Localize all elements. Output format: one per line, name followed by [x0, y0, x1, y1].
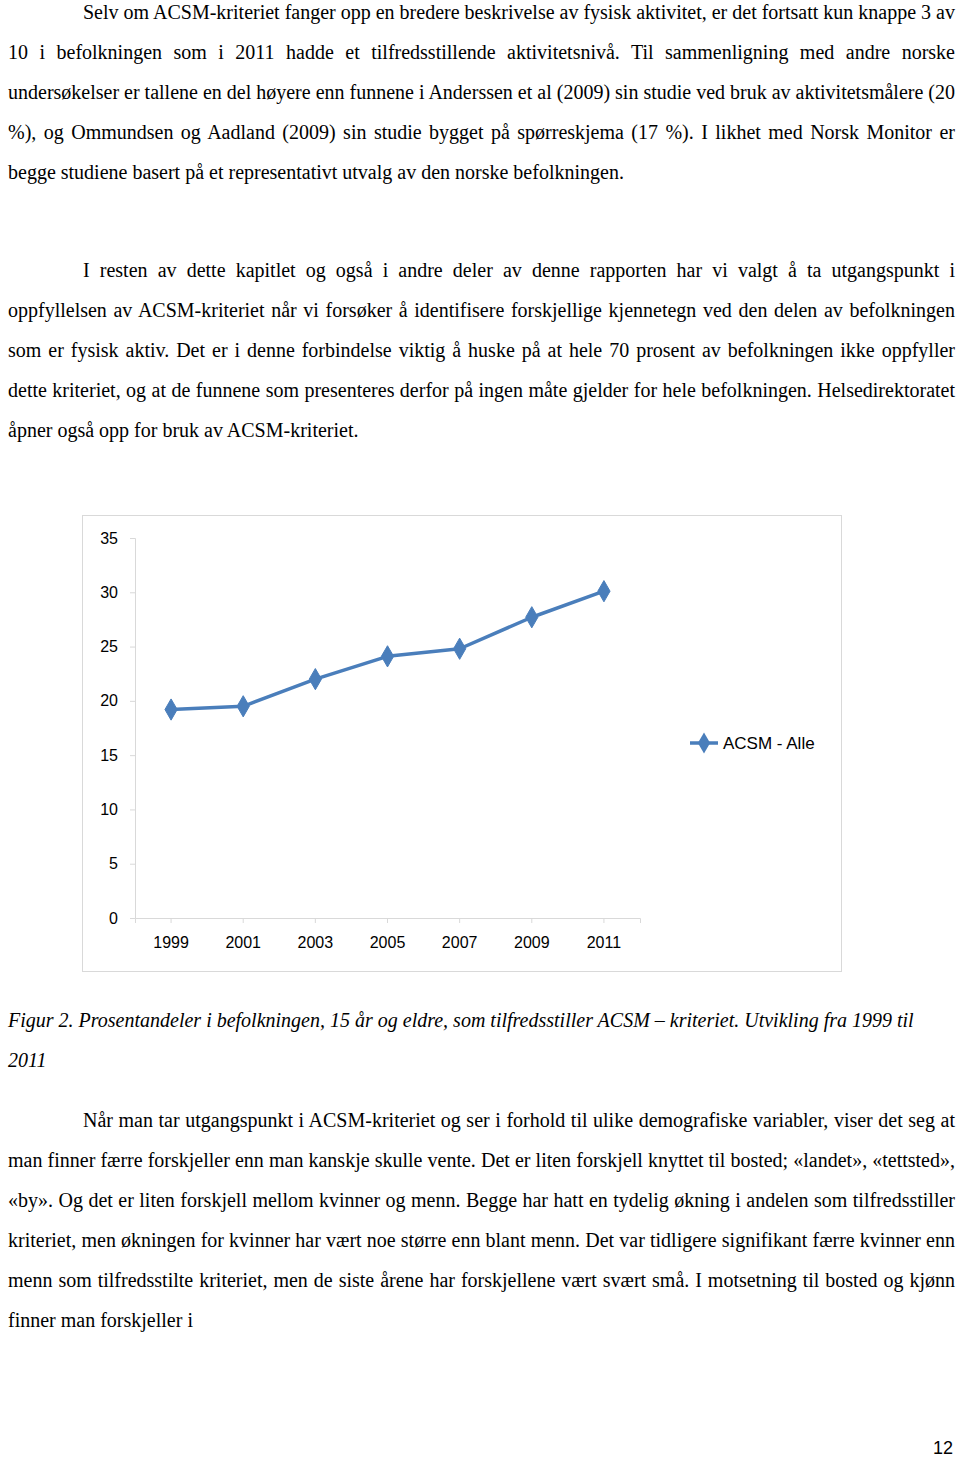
x-tick-mark: [315, 918, 316, 923]
y-tick-mark: [130, 701, 135, 702]
plot-area: [165, 581, 610, 721]
x-tick: 2009: [514, 918, 550, 951]
legend-item: ACSM - Alle: [690, 732, 815, 753]
y-tick-mark: [130, 647, 135, 648]
data-point: [526, 607, 538, 628]
y-tick-label: 20: [100, 692, 118, 709]
page-number: 12: [933, 1438, 953, 1459]
data-point: [454, 638, 466, 659]
y-tick: 20: [100, 692, 135, 709]
y-tick-mark: [130, 918, 135, 919]
x-tick-mark: [603, 918, 604, 923]
y-tick-label: 15: [100, 747, 118, 764]
x-tick-label: 2007: [442, 934, 478, 951]
x-tick: 2005: [370, 918, 406, 951]
x-tick-label: 2005: [370, 934, 406, 951]
x-tick-mark: [387, 918, 388, 923]
y-tick: 0: [109, 910, 135, 927]
y-tick: 5: [109, 855, 135, 872]
data-point: [237, 696, 249, 717]
chart: 0 5 10 15 20 25 30 35 1999 2001 2003 2005 2007 2009 20…: [82, 515, 842, 972]
y-tick-label: 5: [109, 855, 118, 872]
y-tick-mark: [130, 538, 135, 539]
y-axis-line: [130, 539, 136, 919]
x-axis: 1999 2001 2003 2005 2007 2009 2011: [136, 918, 641, 951]
y-tick-mark: [130, 809, 135, 810]
data-point: [598, 581, 610, 602]
paragraph: I resten av dette kapitlet og også i and…: [8, 250, 955, 450]
series-line: [171, 591, 604, 709]
paragraph: Selv om ACSM-kriteriet fanger opp en bre…: [8, 0, 955, 192]
data-point: [381, 646, 393, 667]
y-axis: 0 5 10 15 20 25 30 35: [100, 530, 135, 927]
y-tick-label: 35: [100, 530, 118, 547]
y-tick: 35: [100, 530, 135, 547]
x-tick-mark: [171, 918, 172, 923]
y-tick-label: 25: [100, 638, 118, 655]
y-tick-mark: [130, 592, 135, 593]
x-tick-label: 2003: [298, 934, 334, 951]
x-tick: 2011: [587, 918, 622, 951]
x-tick-mark: [243, 918, 244, 923]
y-tick-label: 30: [100, 584, 118, 601]
y-tick-label: 0: [109, 910, 118, 927]
x-tick-mark: [459, 918, 460, 923]
x-tick: 2007: [442, 918, 478, 951]
x-tick: 2001: [225, 918, 261, 951]
y-tick: 30: [100, 584, 135, 601]
legend-label: ACSM - Alle: [723, 734, 815, 753]
y-tick-mark: [130, 864, 135, 865]
x-tick-mark: [531, 918, 532, 923]
x-tick-label: 2011: [587, 934, 622, 951]
x-axis-line: [136, 919, 641, 924]
legend-marker: [698, 732, 710, 753]
x-tick-label: 2009: [514, 934, 550, 951]
y-tick: 10: [100, 801, 135, 818]
paragraph: Når man tar utgangspunkt i ACSM-kriterie…: [8, 1100, 955, 1340]
x-tick-label: 2001: [225, 934, 261, 951]
chart-frame: [83, 516, 842, 972]
figure-caption: Figur 2. Prosentandeler i befolkningen, …: [8, 1000, 955, 1080]
x-tick: 1999: [153, 918, 189, 951]
y-tick: 25: [100, 638, 135, 655]
x-tick-label: 1999: [153, 934, 189, 951]
y-tick-mark: [130, 755, 135, 756]
y-tick: 15: [100, 747, 135, 764]
x-tick: 2003: [298, 918, 334, 951]
y-tick-label: 10: [100, 801, 118, 818]
data-point: [309, 669, 321, 690]
data-point: [165, 699, 177, 720]
